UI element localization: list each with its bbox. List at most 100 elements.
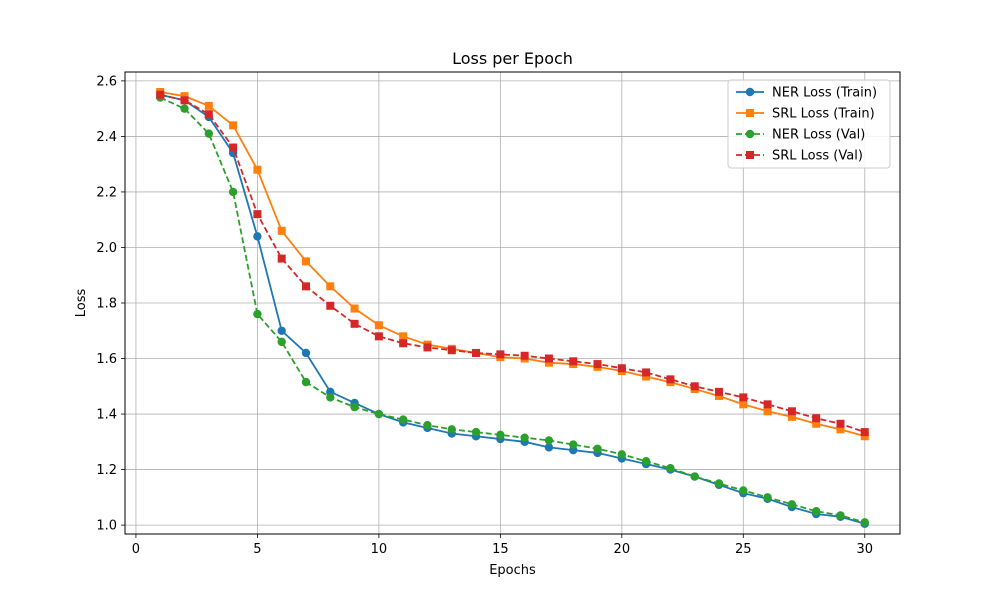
data-point bbox=[277, 254, 286, 263]
data-point bbox=[860, 428, 869, 437]
data-point bbox=[374, 332, 383, 341]
data-point bbox=[641, 457, 651, 466]
data-point bbox=[836, 511, 845, 520]
data-point bbox=[204, 129, 214, 138]
y-tick-label: 2.2 bbox=[96, 185, 117, 200]
data-point bbox=[326, 301, 335, 310]
series-line-srl-loss-val bbox=[160, 93, 866, 433]
data-point bbox=[447, 346, 456, 355]
data-point bbox=[399, 332, 408, 341]
data-point bbox=[787, 412, 796, 421]
y-tick-label: 2.6 bbox=[96, 74, 117, 89]
data-point bbox=[787, 407, 796, 416]
series-srl-loss-val bbox=[156, 90, 869, 437]
data-point bbox=[763, 407, 772, 416]
data-point bbox=[374, 321, 383, 330]
data-point bbox=[787, 500, 797, 509]
data-point bbox=[253, 309, 262, 319]
legend-label: SRL Loss (Train) bbox=[772, 107, 875, 122]
legend-item-ner-loss-val: NER Loss (Val) bbox=[736, 128, 865, 143]
data-point bbox=[399, 339, 408, 348]
x-tick-label: 30 bbox=[856, 542, 873, 557]
chart-title: Loss per Epoch bbox=[452, 49, 573, 68]
y-tick-label: 1.6 bbox=[96, 352, 117, 367]
data-point bbox=[860, 432, 869, 441]
data-point bbox=[374, 409, 384, 419]
series-line-ner-loss-val bbox=[159, 96, 866, 524]
x-tick-label: 15 bbox=[492, 542, 509, 557]
data-point bbox=[714, 479, 724, 488]
data-point bbox=[350, 319, 359, 328]
y-tick-label: 1.4 bbox=[96, 408, 117, 423]
data-point bbox=[520, 351, 529, 360]
data-point bbox=[739, 393, 748, 402]
data-point bbox=[204, 110, 213, 119]
legend-label: SRL Loss (Val) bbox=[772, 149, 863, 164]
data-point bbox=[156, 90, 165, 99]
data-point bbox=[423, 343, 432, 352]
data-point bbox=[666, 463, 675, 473]
data-point bbox=[350, 304, 359, 313]
data-point bbox=[569, 440, 578, 449]
x-tick-label: 5 bbox=[253, 542, 261, 557]
data-point bbox=[860, 518, 869, 527]
data-point bbox=[423, 420, 432, 430]
data-point bbox=[229, 143, 238, 152]
legend-label: NER Loss (Val) bbox=[772, 128, 865, 143]
data-point bbox=[253, 232, 262, 241]
x-tick-label: 25 bbox=[735, 542, 752, 557]
data-point bbox=[398, 415, 408, 424]
data-point bbox=[277, 226, 286, 235]
data-point bbox=[496, 430, 505, 440]
data-point bbox=[204, 101, 213, 110]
data-point bbox=[690, 382, 699, 391]
legend-box bbox=[727, 79, 891, 169]
data-point bbox=[472, 348, 481, 357]
legend-marker bbox=[746, 151, 754, 159]
data-point bbox=[471, 427, 481, 437]
data-point bbox=[496, 350, 505, 359]
data-point bbox=[301, 282, 310, 291]
data-point bbox=[836, 419, 845, 428]
y-tick-label: 1.0 bbox=[96, 519, 117, 534]
legend-marker bbox=[746, 109, 754, 117]
legend-marker bbox=[745, 129, 755, 139]
data-point bbox=[811, 507, 821, 516]
data-point bbox=[836, 425, 845, 434]
series-ner-loss-val bbox=[156, 93, 869, 527]
y-tick-label: 2.0 bbox=[96, 241, 117, 256]
data-point bbox=[301, 257, 310, 266]
data-point bbox=[763, 493, 772, 502]
series-line-srl-loss-train bbox=[160, 91, 866, 438]
data-point bbox=[253, 165, 262, 174]
data-point bbox=[739, 486, 748, 495]
data-point bbox=[326, 282, 335, 291]
data-point bbox=[569, 357, 578, 366]
data-point bbox=[544, 358, 553, 367]
y-axis-label: Loss bbox=[74, 289, 89, 318]
data-point bbox=[544, 436, 554, 445]
data-point bbox=[180, 104, 189, 113]
data-point bbox=[812, 419, 821, 428]
data-point bbox=[180, 92, 189, 101]
x-tick-label: 20 bbox=[614, 542, 631, 557]
data-point bbox=[229, 121, 238, 130]
data-point bbox=[350, 402, 359, 412]
data-point bbox=[301, 377, 311, 387]
data-point bbox=[593, 444, 602, 453]
data-point bbox=[544, 443, 554, 452]
data-point bbox=[228, 187, 238, 197]
data-point bbox=[593, 360, 602, 369]
y-tick-label: 2.4 bbox=[96, 130, 117, 145]
data-point bbox=[666, 375, 675, 384]
data-point bbox=[690, 472, 699, 481]
x-tick-label: 0 bbox=[132, 542, 140, 557]
legend-item-srl-loss-val: SRL Loss (Val) bbox=[736, 149, 863, 164]
y-tick-label: 1.2 bbox=[96, 463, 117, 478]
series-layer bbox=[156, 87, 869, 528]
data-point bbox=[277, 337, 286, 347]
data-point bbox=[326, 393, 335, 402]
data-point bbox=[617, 450, 627, 459]
data-point bbox=[739, 400, 748, 409]
